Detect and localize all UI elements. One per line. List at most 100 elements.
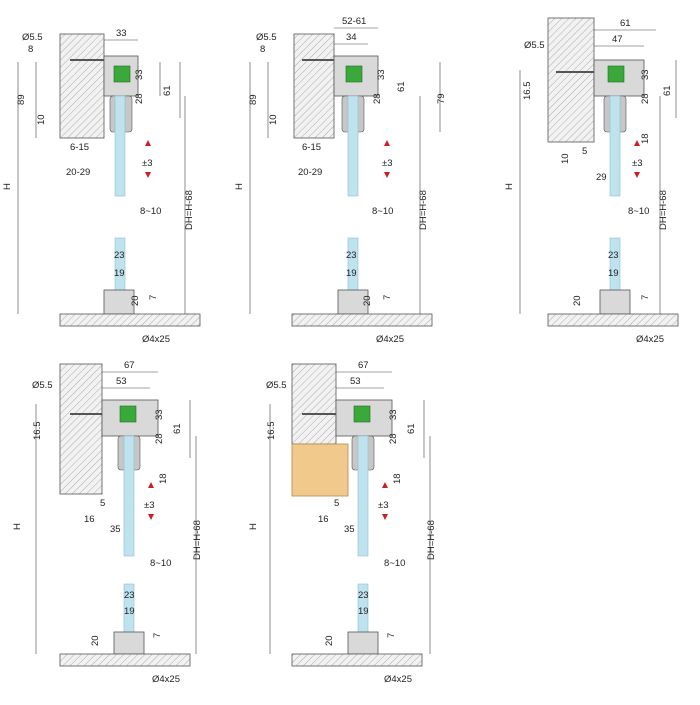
label-8: 8 — [28, 44, 33, 55]
label-61: 61 — [406, 423, 417, 434]
label-7: 7 — [152, 633, 163, 638]
panel-5: Ø5.5 67 53 33 28 61 16.5 18 5 16 35 ±3 8… — [248, 360, 437, 685]
label-dh: DH=H-68 — [184, 190, 195, 230]
label-H: H — [2, 183, 13, 190]
label-89: 89 — [248, 94, 259, 105]
carriage-wheel — [353, 405, 371, 423]
label-20: 20 — [90, 635, 101, 646]
label-61: 61 — [396, 81, 407, 92]
label-53: 53 — [350, 376, 361, 387]
label-79: 79 — [436, 93, 447, 104]
label-H: H — [12, 523, 23, 530]
label-20: 20 — [572, 295, 583, 306]
label-H: H — [248, 523, 259, 530]
label-dh: DH=H-68 — [418, 190, 429, 230]
label-67: 67 — [124, 360, 135, 371]
wall-section — [291, 363, 337, 445]
label-5: 5 — [100, 498, 105, 509]
label-pin: Ø4x25 — [376, 334, 404, 345]
label-33-height: 33 — [154, 409, 165, 420]
label-20-29: 20-29 — [66, 167, 90, 178]
label-16-5: 16.5 — [32, 422, 43, 441]
label-6-15: 6-15 — [302, 142, 321, 153]
label-pin: Ø4x25 — [636, 334, 664, 345]
floor-guide — [113, 631, 145, 655]
wall-section — [293, 33, 335, 139]
glass-panel-upper — [609, 95, 621, 197]
carriage-wheel — [113, 65, 131, 83]
label-bolt: Ø5.5 — [32, 380, 53, 391]
label-bolt: Ø5.5 — [256, 32, 277, 43]
carriage-wheel — [119, 405, 137, 423]
glass-panel-upper — [114, 95, 126, 197]
floor-guide — [347, 631, 379, 655]
label-28: 28 — [372, 93, 383, 104]
wall-section — [59, 33, 105, 139]
label-35: 35 — [110, 524, 121, 535]
label-7: 7 — [386, 633, 397, 638]
label-20-29: 20-29 — [298, 167, 322, 178]
label-19: 19 — [608, 268, 619, 279]
label-19: 19 — [346, 268, 357, 279]
label-8-10: 8~10 — [140, 206, 161, 217]
label-28: 28 — [154, 433, 165, 444]
label-8-10: 8~10 — [384, 558, 405, 569]
label-23: 23 — [114, 250, 125, 261]
label-34: 34 — [346, 32, 357, 43]
label-dh: DH=H-68 — [426, 520, 437, 560]
label-16: 16 — [318, 514, 329, 525]
label-19: 19 — [358, 606, 369, 617]
floor-guide — [103, 289, 135, 315]
label-33-height: 33 — [388, 409, 399, 420]
label-pm3: ±3 — [382, 158, 393, 169]
label-pm3: ±3 — [144, 500, 155, 511]
label-16: 16 — [84, 514, 95, 525]
label-33-height: 33 — [640, 69, 651, 80]
panel-1: Ø5.5 8 33 33 28 61 89 10 6-15 20-29 ±3 8… — [2, 28, 201, 345]
label-pm3: ±3 — [142, 158, 153, 169]
floor-guide — [337, 289, 369, 315]
label-10: 10 — [268, 114, 279, 125]
carriage-wheel — [607, 65, 625, 83]
label-35: 35 — [344, 524, 355, 535]
label-H: H — [234, 183, 245, 190]
label-61: 61 — [162, 85, 173, 96]
label-6-15: 6-15 — [70, 142, 89, 153]
floor-section — [291, 653, 423, 667]
label-dh: DH=H-68 — [192, 520, 203, 560]
wood-profile — [291, 443, 349, 497]
label-8: 8 — [260, 44, 265, 55]
label-28: 28 — [640, 93, 651, 104]
label-5: 5 — [582, 146, 587, 157]
label-dh: DH=H-68 — [658, 190, 669, 230]
label-pin: Ø4x25 — [142, 334, 170, 345]
label-28: 28 — [134, 93, 145, 104]
panel-3: Ø5.5 61 47 33 28 61 16.5 18 5 10 29 ±3 8… — [504, 17, 679, 345]
floor-section — [547, 313, 679, 327]
wall-section — [59, 363, 103, 495]
panel-4: Ø5.5 67 53 33 28 61 16.5 18 5 16 35 ±3 8… — [12, 360, 203, 685]
label-20: 20 — [362, 295, 373, 306]
label-7: 7 — [640, 295, 651, 300]
label-67: 67 — [358, 360, 369, 371]
floor-section — [291, 313, 433, 327]
label-47: 47 — [612, 34, 623, 45]
label-23: 23 — [358, 590, 369, 601]
label-18: 18 — [158, 473, 169, 484]
label-23: 23 — [608, 250, 619, 261]
label-29: 29 — [596, 172, 607, 183]
floor-section — [59, 653, 191, 667]
label-23: 23 — [346, 250, 357, 261]
label-bolt: Ø5.5 — [266, 380, 287, 391]
label-19: 19 — [114, 268, 125, 279]
label-61-width: 61 — [620, 18, 631, 29]
label-53: 53 — [116, 376, 127, 387]
label-33-height: 33 — [376, 69, 387, 80]
label-61: 61 — [662, 85, 673, 96]
label-61: 61 — [172, 423, 183, 434]
label-89: 89 — [16, 94, 27, 105]
label-pm3: ±3 — [632, 158, 643, 169]
label-8-10: 8~10 — [150, 558, 171, 569]
